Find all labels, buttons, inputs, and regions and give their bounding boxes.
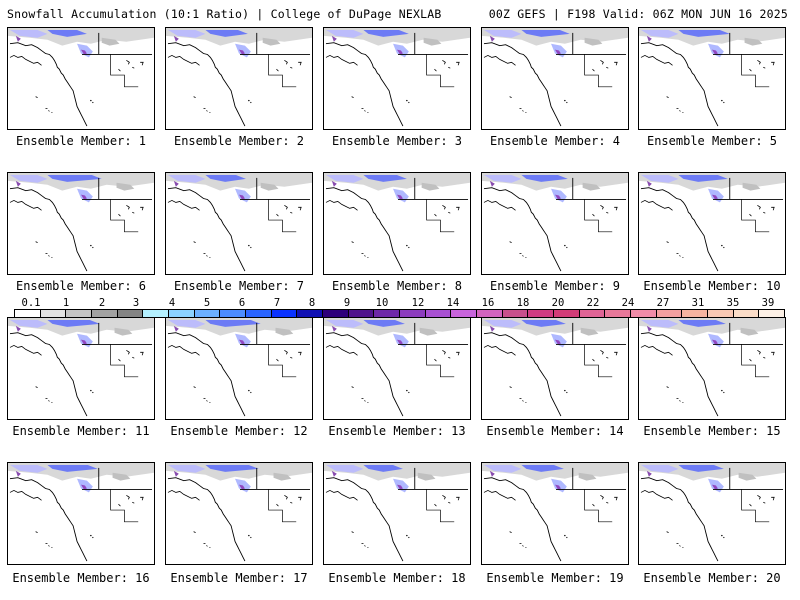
colorbar-segment [323, 310, 349, 317]
ensemble-member-label: Ensemble Member: 16 [12, 571, 150, 585]
ensemble-member-map [638, 317, 786, 420]
ensemble-member-label: Ensemble Member: 17 [170, 571, 308, 585]
ensemble-member-map [638, 172, 786, 275]
ensemble-member-map [165, 172, 313, 275]
ensemble-member-map [323, 462, 471, 565]
colorbar-tick-label: 4 [168, 297, 176, 309]
colorbar-segment [374, 310, 401, 317]
ensemble-member-map [165, 27, 313, 130]
colorbar-tick-label: 16 [481, 297, 495, 309]
colorbar-segment [117, 310, 144, 317]
colorbar-tick-label: 8 [308, 297, 316, 309]
colorbar-segment [579, 310, 606, 317]
colorbar-segment [169, 310, 195, 317]
ensemble-member-label: Ensemble Member: 2 [173, 134, 305, 148]
ensemble-member-label: Ensemble Member: 9 [489, 279, 621, 293]
colorbar-segment [528, 310, 555, 317]
colorbar-segment [66, 310, 93, 317]
ensemble-member-map [7, 172, 155, 275]
colorbar-segment [451, 310, 478, 317]
colorbar-segment [194, 310, 221, 317]
ensemble-member-label: Ensemble Member: 5 [646, 134, 778, 148]
ensemble-member-map [481, 27, 629, 130]
ensemble-member-map [7, 317, 155, 420]
colorbar-tick-label: 3 [132, 297, 140, 309]
ensemble-member-label: Ensemble Member: 8 [331, 279, 463, 293]
colorbar-tick-label: 10 [375, 297, 389, 309]
colorbar-tick-label: 5 [203, 297, 211, 309]
colorbar-tick-label: 22 [586, 297, 600, 309]
ensemble-member-label: Ensemble Member: 13 [328, 424, 466, 438]
colorbar-segment [656, 310, 683, 317]
ensemble-member-label: Ensemble Member: 11 [12, 424, 150, 438]
ensemble-member-label: Ensemble Member: 6 [15, 279, 147, 293]
colorbar-segment [271, 310, 298, 317]
colorbar-tick-label: 6 [238, 297, 246, 309]
colorbar-segment [502, 310, 529, 317]
ensemble-member-map [7, 462, 155, 565]
colorbar-segment [631, 310, 657, 317]
colorbar-segment [425, 310, 452, 317]
ensemble-member-label: Ensemble Member: 19 [486, 571, 624, 585]
ensemble-member-label: Ensemble Member: 4 [489, 134, 621, 148]
colorbar-tick-label: 20 [551, 297, 565, 309]
colorbar-tick-label: 24 [621, 297, 635, 309]
ensemble-member-label: Ensemble Member: 18 [328, 571, 466, 585]
colorbar-segment [554, 310, 580, 317]
colorbar-tick-label: 18 [516, 297, 530, 309]
ensemble-member-map [638, 27, 786, 130]
colorbar-segment [759, 310, 785, 317]
colorbar-segment [348, 310, 375, 317]
ensemble-member-label: Ensemble Member: 14 [486, 424, 624, 438]
colorbar-segment [15, 310, 41, 317]
snowfall-colorbar [14, 309, 785, 318]
ensemble-member-label: Ensemble Member: 20 [643, 571, 781, 585]
page-title: Snowfall Accumulation (10:1 Ratio) | Col… [7, 7, 442, 21]
colorbar-tick-label: 35 [726, 297, 740, 309]
colorbar-segment [92, 310, 118, 317]
ensemble-member-map [165, 462, 313, 565]
ensemble-member-label: Ensemble Member: 3 [331, 134, 463, 148]
ensemble-member-label: Ensemble Member: 10 [643, 279, 781, 293]
ensemble-member-map [638, 462, 786, 565]
ensemble-member-label: Ensemble Member: 12 [170, 424, 308, 438]
ensemble-member-map [165, 317, 313, 420]
colorbar-tick-label: 12 [411, 297, 425, 309]
colorbar-segment [400, 310, 426, 317]
colorbar-tick-label: 7 [273, 297, 281, 309]
ensemble-member-label: Ensemble Member: 7 [173, 279, 305, 293]
colorbar-tick-label: 2 [98, 297, 106, 309]
colorbar-tick-label: 1 [62, 297, 70, 309]
ensemble-member-map [7, 27, 155, 130]
colorbar-segment [143, 310, 170, 317]
colorbar-tick-label: 0.1 [21, 297, 41, 309]
ensemble-member-map [323, 317, 471, 420]
colorbar-segment [40, 310, 67, 317]
colorbar-tick-label: 39 [761, 297, 775, 309]
ensemble-member-label: Ensemble Member: 15 [643, 424, 781, 438]
colorbar-tick-label: 31 [691, 297, 705, 309]
colorbar-tick-label: 14 [446, 297, 460, 309]
ensemble-member-map [323, 172, 471, 275]
run-info: 00Z GEFS | F198 Valid: 06Z MON JUN 16 20… [488, 7, 788, 21]
colorbar-segment [477, 310, 503, 317]
colorbar-segment [733, 310, 760, 317]
colorbar-segment [708, 310, 734, 317]
ensemble-member-map [481, 317, 629, 420]
ensemble-member-map [481, 172, 629, 275]
colorbar-tick-label: 9 [343, 297, 351, 309]
colorbar-tick-label: 27 [656, 297, 670, 309]
colorbar-segment [220, 310, 247, 317]
colorbar-segment [605, 310, 632, 317]
ensemble-member-label: Ensemble Member: 1 [15, 134, 147, 148]
colorbar-segment [246, 310, 272, 317]
ensemble-member-map [323, 27, 471, 130]
ensemble-member-map [481, 462, 629, 565]
colorbar-segment [682, 310, 709, 317]
colorbar-segment [297, 310, 324, 317]
